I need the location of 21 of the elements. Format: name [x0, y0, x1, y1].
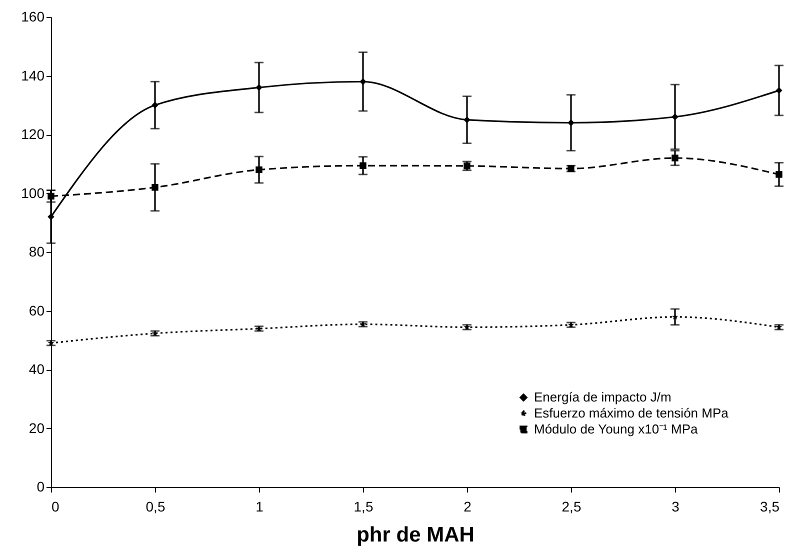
y-tick-label: 20 — [28, 420, 45, 436]
y-tick-label: 40 — [28, 361, 45, 377]
x-tick-label: 0,5 — [146, 498, 166, 514]
legend-label: Esfuerzo máximo de tensión MPa — [534, 406, 730, 420]
x-tick-label: 3,5 — [760, 498, 780, 514]
y-tick-label: 60 — [28, 302, 45, 318]
y-tick-label: 120 — [21, 126, 45, 142]
x-tick-label: 2,5 — [562, 498, 582, 514]
y-tick-label: 160 — [21, 8, 45, 24]
x-tick-label: 2 — [464, 498, 472, 514]
y-tick-label: 0 — [36, 478, 45, 494]
x-tick-label: 1 — [256, 498, 264, 514]
y-tick-label: 80 — [28, 244, 45, 260]
x-tick-label: 1,5 — [354, 498, 374, 514]
x-tick-label: 0 — [52, 498, 60, 514]
y-tick-label: 140 — [21, 67, 45, 84]
legend-label: Energía de impacto J/m — [534, 390, 672, 404]
x-tick-label: 3 — [672, 498, 680, 514]
y-tick-label: 100 — [21, 184, 45, 201]
legend-label: Módulo de Young x10⁻¹ MPa — [534, 422, 698, 436]
x-axis-title: phr de MAH — [356, 524, 474, 546]
